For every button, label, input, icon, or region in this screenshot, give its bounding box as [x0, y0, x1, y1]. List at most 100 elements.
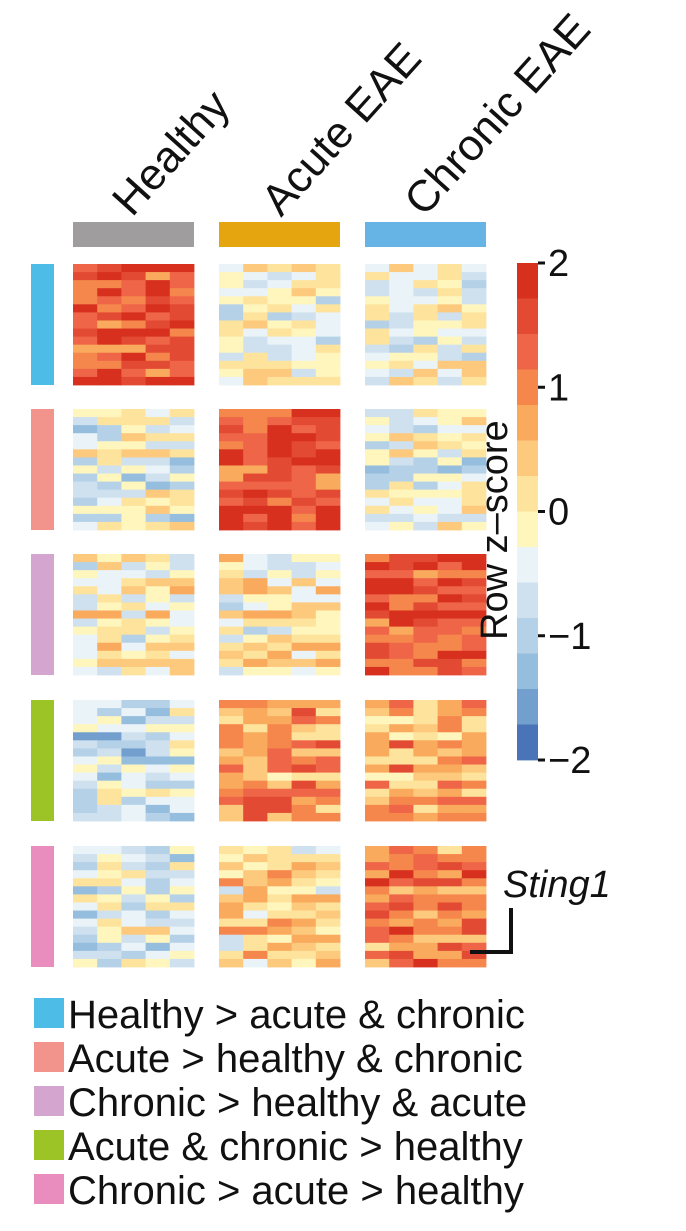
heatmap-cell	[461, 425, 487, 434]
heatmap-cell	[315, 578, 341, 587]
heatmap-cell	[389, 724, 414, 733]
heatmap-cell	[267, 586, 292, 595]
heatmap-cell	[145, 521, 171, 531]
heatmap-cell	[219, 489, 244, 499]
heatmap-cell	[365, 449, 390, 458]
heatmap-cell	[169, 594, 195, 603]
heatmap-cell	[267, 465, 292, 474]
heatmap-cell	[461, 594, 487, 603]
heatmap-cell	[73, 425, 98, 434]
heatmap-cell	[365, 772, 390, 782]
heatmap-cell	[389, 578, 414, 587]
heatmap-cell	[315, 700, 341, 709]
heatmap-cell	[437, 926, 463, 936]
heatmap-cell	[73, 926, 98, 936]
heatmap-cell	[169, 336, 195, 346]
heatmap-cell	[437, 304, 463, 313]
heatmap-cell	[437, 634, 463, 644]
heatmap-cell	[73, 846, 98, 855]
heatmap-cell	[121, 862, 146, 871]
heatmap-cell	[243, 700, 268, 709]
heatmap-cell	[219, 457, 244, 466]
heatmap-cell	[365, 344, 390, 354]
heatmap-cell	[121, 894, 146, 903]
heatmap-cell	[97, 409, 122, 418]
heatmap-cell	[73, 740, 98, 749]
heatmap-cell	[219, 716, 244, 725]
heatmap-cell	[315, 708, 341, 717]
heatmap-cell	[315, 288, 341, 297]
heatmap-cell	[73, 521, 98, 531]
heatmap-cell	[389, 610, 414, 619]
heatmap-cell	[413, 958, 438, 968]
heatmap-cell	[389, 846, 414, 855]
heatmap-cell	[267, 570, 292, 579]
heatmap-cell	[145, 708, 171, 717]
heatmap-cell	[413, 772, 438, 782]
heatmap-cell	[121, 521, 146, 531]
heatmap-cell	[145, 756, 171, 765]
heatmap-cell	[97, 594, 122, 603]
heatmap-cell	[97, 708, 122, 717]
heatmap-cell	[389, 796, 414, 806]
heatmap-cell	[315, 554, 341, 563]
heatmap-cell	[219, 902, 244, 911]
heatmap-cell	[121, 902, 146, 911]
heatmap-cell	[243, 272, 268, 281]
heatmap-cell	[243, 716, 268, 725]
heatmap-cell	[97, 473, 122, 482]
heatmap-cell	[437, 449, 463, 458]
heatmap-cell	[315, 658, 341, 668]
heatmap-cell	[365, 934, 390, 944]
heatmap-cell	[461, 950, 487, 960]
heatmap-cell	[389, 376, 414, 386]
heatmap-cell	[169, 554, 195, 563]
heatmap-cell	[97, 570, 122, 579]
heatmap-cell	[267, 610, 292, 619]
heatmap-cell	[169, 902, 195, 911]
heatmap-cell	[413, 846, 438, 855]
heatmap-cell	[389, 473, 414, 482]
heatmap-cell	[315, 878, 341, 887]
heatmap-cell	[219, 304, 244, 313]
heatmap-cell	[389, 489, 414, 499]
heatmap-cell	[267, 280, 292, 289]
heatmap-cell	[267, 513, 292, 523]
heatmap-cell	[97, 417, 122, 426]
heatmap-cell	[169, 562, 195, 571]
heatmap-cell	[145, 465, 171, 474]
heatmap-cell	[315, 376, 341, 386]
heatmap-cell	[461, 570, 487, 579]
heatmap-cell	[219, 878, 244, 887]
heatmap-cell	[97, 578, 122, 587]
heatmap-cell	[219, 894, 244, 903]
heatmap-cell	[219, 417, 244, 426]
heatmap-cell	[315, 950, 341, 960]
heatmap-cell	[169, 918, 195, 928]
heatmap-cell	[437, 708, 463, 717]
heatmap-cell	[437, 570, 463, 579]
heatmap-cell	[267, 441, 292, 450]
heatmap-cell	[145, 796, 171, 806]
heatmap-cell	[365, 942, 390, 952]
heatmap-cell	[267, 376, 292, 386]
heatmap-cell	[461, 918, 487, 928]
heatmap-cell	[389, 780, 414, 790]
heatmap-cell	[267, 740, 292, 749]
heatmap-cell	[413, 894, 438, 903]
heatmap-cell	[219, 846, 244, 855]
heatmap-cell	[267, 497, 292, 507]
heatmap-cell	[365, 272, 390, 281]
column-bar-2	[365, 222, 486, 247]
heatmap-cell	[97, 902, 122, 911]
heatmap-cell	[267, 554, 292, 563]
heatmap-cell	[243, 449, 268, 458]
heatmap-cell	[97, 666, 122, 676]
heatmap-cell	[461, 562, 487, 571]
heatmap-cell	[219, 666, 244, 676]
heatmap-cell	[461, 642, 487, 652]
heatmap-cell	[413, 505, 438, 515]
heatmap-cell	[365, 918, 390, 928]
heatmap-cell	[267, 433, 292, 442]
heatmap-cell	[291, 360, 317, 370]
